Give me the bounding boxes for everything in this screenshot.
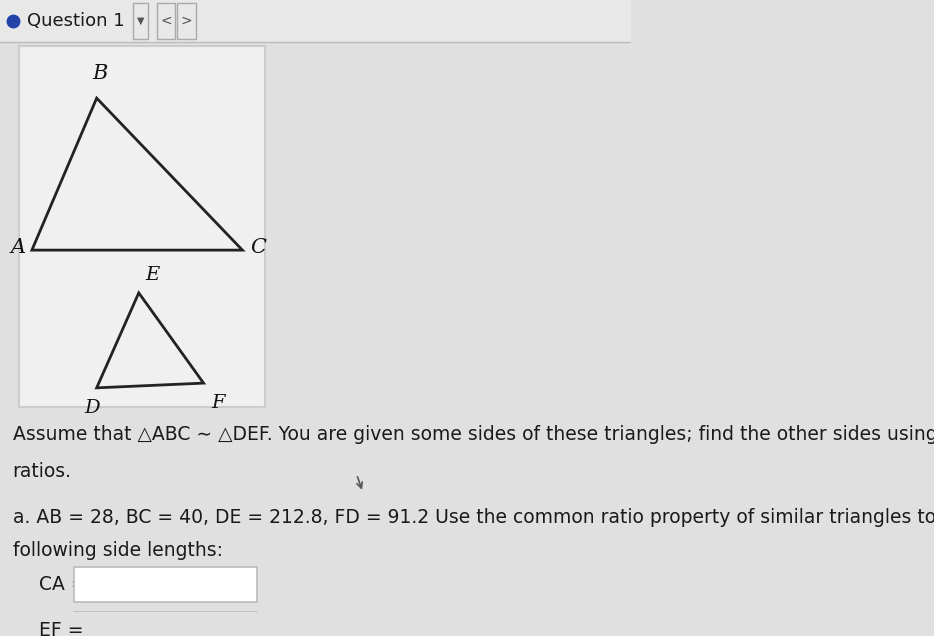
Text: Question 1: Question 1 — [26, 12, 124, 30]
FancyBboxPatch shape — [19, 46, 265, 407]
Text: E: E — [145, 266, 160, 284]
Text: a. AB = 28, BC = 40, DE = 212.8, FD = 91.2 Use the common ratio property of simi: a. AB = 28, BC = 40, DE = 212.8, FD = 91… — [13, 508, 934, 527]
Text: ratios.: ratios. — [13, 462, 72, 481]
Text: >: > — [180, 14, 192, 28]
Text: <: < — [160, 14, 172, 28]
Text: Assume that △ABC ∼ △DEF. You are given some sides of these triangles; find the o: Assume that △ABC ∼ △DEF. You are given s… — [13, 425, 934, 444]
FancyBboxPatch shape — [157, 3, 176, 39]
Text: B: B — [92, 64, 107, 83]
Text: ▼: ▼ — [136, 16, 144, 26]
Text: C: C — [250, 238, 266, 256]
Text: A: A — [10, 238, 25, 256]
FancyBboxPatch shape — [177, 3, 195, 39]
Text: following side lengths:: following side lengths: — [13, 541, 222, 560]
Text: F: F — [211, 394, 224, 412]
Text: EF =: EF = — [39, 621, 84, 636]
FancyBboxPatch shape — [133, 3, 149, 39]
Text: CA =: CA = — [39, 575, 87, 594]
FancyBboxPatch shape — [0, 0, 631, 41]
FancyBboxPatch shape — [75, 567, 258, 602]
Text: D: D — [84, 399, 99, 417]
FancyBboxPatch shape — [75, 612, 258, 636]
